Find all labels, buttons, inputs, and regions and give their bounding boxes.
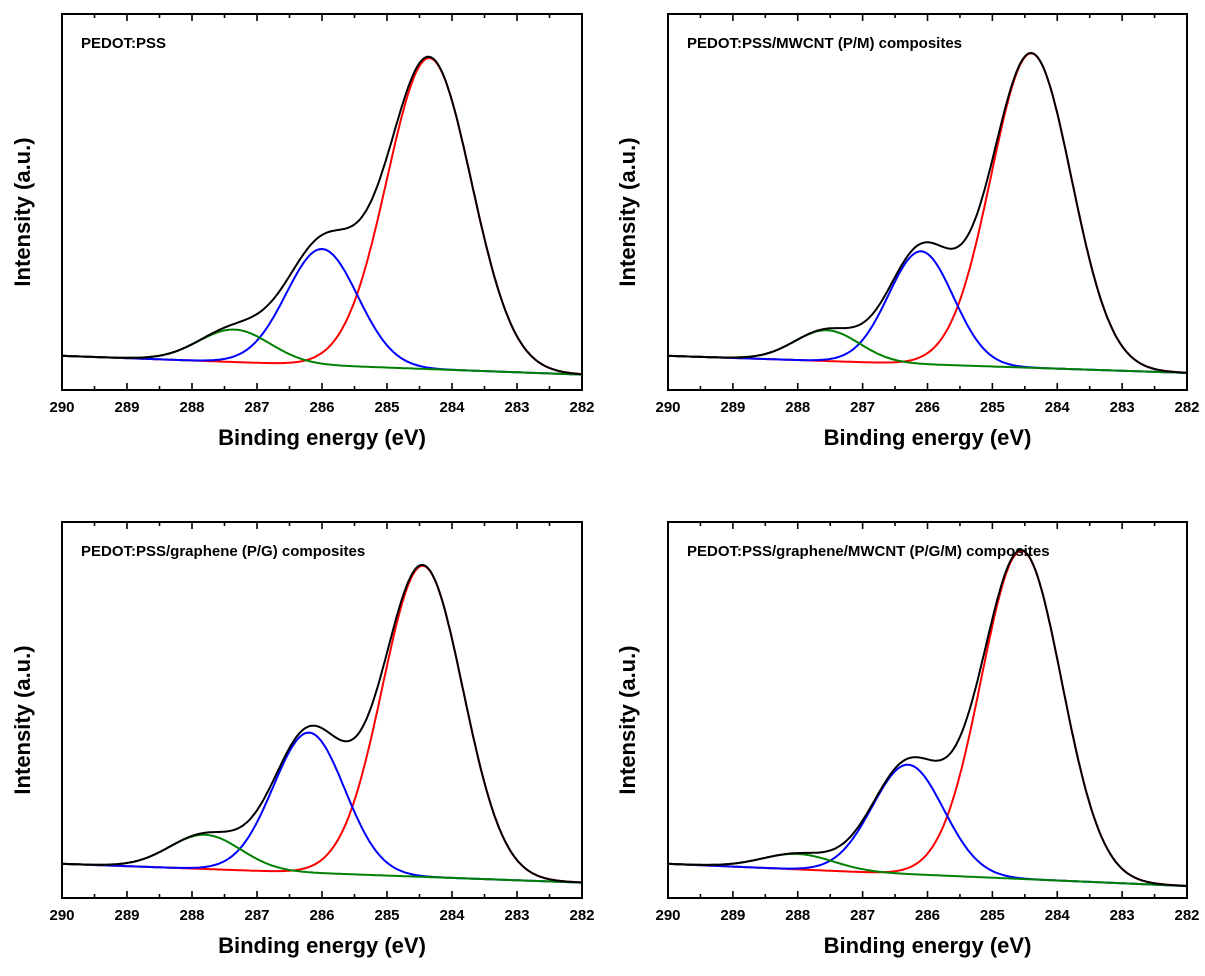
y-axis-label: Intensity (a.u.) <box>10 137 35 286</box>
fit-peak-line <box>667 549 1188 887</box>
x-tick-label: 283 <box>504 907 529 924</box>
fit-peak-line <box>667 852 1187 887</box>
x-tick-label: 284 <box>1045 399 1071 416</box>
panel-title: PEDOT:PSS <box>81 35 166 52</box>
fit-peak-line <box>667 329 1187 374</box>
envelope-line <box>61 55 583 376</box>
x-tick-label: 285 <box>980 907 1005 924</box>
x-tick-label: 284 <box>439 907 465 924</box>
plot-frame <box>61 13 583 391</box>
x-tick-label: 289 <box>720 399 745 416</box>
plot-frame <box>667 13 1188 391</box>
x-tick-label: 289 <box>720 907 745 924</box>
x-tick-label: 289 <box>114 907 139 924</box>
x-tick-label: 290 <box>655 907 680 924</box>
x-axis-label: Binding energy (eV) <box>218 933 426 958</box>
chart-panel: 290 289 288 287 286 285 284 283 282 Binding energ… <box>615 521 1200 958</box>
x-tick-label: 284 <box>1045 907 1071 924</box>
chart-panel: 290 289 288 287 286 285 284 283 282 Binding energ… <box>10 521 595 958</box>
x-tick-label: 287 <box>850 399 875 416</box>
panel-title: PEDOT:PSS/MWCNT (P/M) composites <box>687 35 962 52</box>
x-tick-label: 288 <box>179 399 204 416</box>
x-tick-label: 287 <box>850 907 875 924</box>
x-tick-label: 287 <box>244 907 269 924</box>
x-tick-label: 285 <box>374 907 399 924</box>
x-tick-label: 289 <box>114 399 139 416</box>
x-tick-label: 283 <box>1110 399 1135 416</box>
fit-peak-line <box>667 52 1187 374</box>
x-tick-label: 288 <box>785 399 810 416</box>
plot-frame <box>667 521 1188 899</box>
x-tick-label: 283 <box>504 399 529 416</box>
x-tick-label: 288 <box>179 907 204 924</box>
x-tick-label: 290 <box>49 399 74 416</box>
x-tick-label: 285 <box>374 399 399 416</box>
x-tick-label: 282 <box>569 907 594 924</box>
fit-peak-line <box>61 57 583 376</box>
x-tick-label: 286 <box>915 907 940 924</box>
x-axis-label: Binding energy (eV) <box>824 933 1032 958</box>
x-axis-label: Binding energy (eV) <box>824 425 1032 450</box>
x-tick-label: 286 <box>309 907 334 924</box>
envelope-line <box>667 549 1188 887</box>
x-tick-label: 283 <box>1110 907 1135 924</box>
plot-frame <box>61 521 583 899</box>
x-tick-label: 284 <box>439 399 465 416</box>
fit-peak-line <box>667 250 1187 374</box>
x-tick-label: 287 <box>244 399 269 416</box>
chart-panel: 290 289 288 287 286 285 284 283 282 Binding energ… <box>615 13 1200 450</box>
panel-title: PEDOT:PSS/graphene (P/G) composites <box>81 543 365 560</box>
fit-peak-line <box>61 248 582 376</box>
x-tick-label: 290 <box>655 399 680 416</box>
y-axis-label: Intensity (a.u.) <box>615 137 640 286</box>
y-axis-label: Intensity (a.u.) <box>10 645 35 794</box>
x-tick-label: 290 <box>49 907 74 924</box>
x-tick-label: 282 <box>1174 399 1199 416</box>
envelope-line <box>61 563 583 884</box>
y-axis-label: Intensity (a.u.) <box>615 645 640 794</box>
panel-title: PEDOT:PSS/graphene/MWCNT (P/G/M) composi… <box>687 543 1050 560</box>
fit-peak-line <box>61 564 583 884</box>
x-tick-label: 282 <box>1174 907 1199 924</box>
chart-panel: 290 289 288 287 286 285 284 283 282 Binding energ… <box>10 13 595 450</box>
envelope-line <box>667 52 1187 374</box>
x-tick-label: 286 <box>915 399 940 416</box>
x-tick-label: 285 <box>980 399 1005 416</box>
x-tick-label: 282 <box>569 399 594 416</box>
x-tick-label: 286 <box>309 399 334 416</box>
x-axis-label: Binding energy (eV) <box>218 425 426 450</box>
x-tick-label: 288 <box>785 907 810 924</box>
fit-peak-line <box>667 763 1187 887</box>
